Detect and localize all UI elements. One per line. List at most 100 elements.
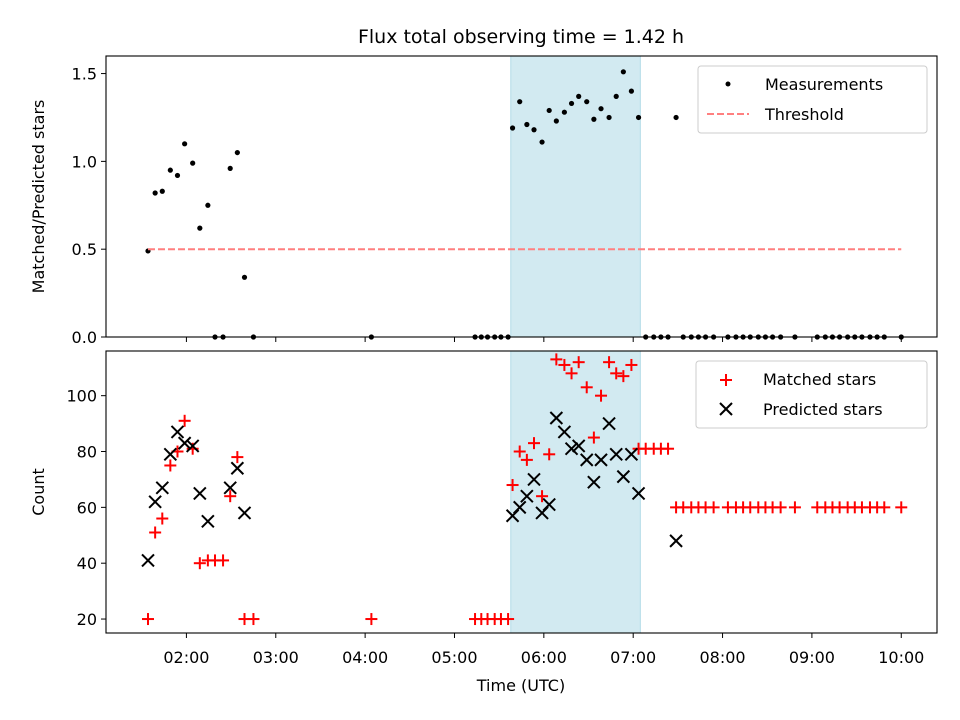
count-axis-ticks: 02:00 03:00 04:00 05:00 06:00 07:00 08:00 09:00… (66, 387, 924, 667)
predicted-star-point (155, 481, 170, 495)
predicted-star-point (602, 416, 616, 431)
predicted-star-point (527, 472, 541, 487)
matched-star-point (565, 367, 578, 380)
predicted-star-stroke-b (549, 411, 564, 425)
predicted-star-point (557, 425, 572, 439)
matched-star-point (603, 356, 616, 369)
matched-star-point (217, 554, 230, 567)
predicted-star-stroke-b (624, 447, 639, 462)
predicted-star-point (177, 436, 192, 450)
matched-star-point (502, 613, 515, 626)
measurement-point (227, 165, 233, 171)
predicted-star-stroke-b (580, 453, 594, 467)
predicted-star-point (571, 439, 586, 453)
predicted-star-stroke-b (185, 439, 200, 453)
matched-star-point (572, 356, 585, 369)
matched-star-point (178, 414, 191, 427)
predicted-star-point (223, 481, 237, 495)
matched-star-point (587, 431, 600, 444)
measurement-point (524, 121, 530, 128)
count-axes-frame (105, 350, 938, 634)
matched-star-point (662, 442, 675, 455)
predicted-star-stroke-b (155, 481, 170, 495)
y-tick-label: 1.5 (72, 65, 97, 84)
matched-star-point (543, 448, 556, 461)
x-tick-label: 08:00 (699, 648, 745, 667)
measurement-point (509, 125, 516, 131)
predicted-star-stroke-b (193, 486, 207, 501)
predicted-star-point (163, 447, 178, 462)
predicted-stars-legend-marker (719, 402, 733, 416)
predicted-star-point (549, 411, 564, 425)
y-tick-label: 100 (66, 387, 97, 406)
predicted-stars-legend-label: Predicted stars (763, 400, 883, 419)
matched-star-point (788, 501, 801, 514)
ratio-panel: 0.0 0.5 1.0 1.5 Matched/Predicted stars Mea… (29, 55, 938, 347)
predicted-star-stroke-b (564, 442, 579, 456)
predicted-star-stroke-b (571, 439, 586, 453)
predicted-star-stroke-b (527, 472, 541, 487)
predicted-star-point (669, 534, 683, 548)
matched-star-point (707, 501, 720, 514)
matched-star-point (550, 353, 563, 366)
matched-star-point (156, 512, 169, 525)
matched-star-point (625, 358, 638, 371)
chart-title: Flux total observing time = 1.42 h (358, 26, 684, 48)
predicted-star-stroke-b (609, 447, 623, 462)
measurement-point (553, 118, 559, 124)
count-panel: 02:00 03:00 04:00 05:00 06:00 07:00 08:00 09:00… (29, 350, 938, 667)
predicted-star-point (201, 514, 215, 529)
predicted-star-point (594, 453, 608, 467)
predicted-star-stroke-b (594, 453, 608, 467)
predicted-star-stroke-b (669, 534, 683, 548)
x-tick-label: 03:00 (253, 648, 299, 667)
measurement-point (673, 114, 679, 121)
predicted-star-stroke-b (170, 425, 185, 439)
measurements-legend-label: Measurements (765, 75, 883, 94)
predicted-star-stroke-b (141, 553, 155, 568)
measurement-point (591, 116, 597, 122)
highlight-span-top (510, 55, 641, 338)
y-tick-label: 40 (77, 554, 97, 573)
measurement-point (598, 106, 604, 112)
predicted-star-stroke-b (230, 461, 245, 475)
matched-star-point (774, 501, 787, 514)
matched-star-point (536, 490, 549, 503)
y-tick-label: 20 (77, 610, 97, 629)
measurement-point (531, 127, 537, 133)
predicted-star-point (513, 500, 527, 515)
matched-star-point (164, 459, 177, 472)
matched-star-point (528, 437, 541, 450)
ratio-legend: Measurements Threshold (697, 65, 928, 134)
measurement-point (241, 274, 248, 280)
x-tick-label: 09:00 (789, 648, 835, 667)
measurement-point (517, 99, 523, 105)
predicted-star-stroke-b (542, 497, 556, 512)
matched-star-point (513, 445, 526, 458)
matched-star-point (878, 501, 891, 514)
measurement-point (152, 190, 158, 196)
measurement-point (606, 114, 612, 121)
measurement-point (159, 188, 165, 194)
predicted-star-point (564, 442, 579, 456)
matched-star-point (365, 613, 378, 626)
measurements-legend-marker (725, 81, 731, 87)
x-tick-label: 07:00 (610, 648, 656, 667)
threshold-legend-label: Threshold (764, 105, 844, 124)
predicted-star-point (580, 453, 594, 467)
measurement-point (620, 69, 626, 75)
predicted-star-stroke-b (223, 481, 237, 495)
measurement-point (546, 107, 552, 114)
measurement-point (234, 149, 240, 156)
predicted-star-stroke-b (631, 486, 646, 501)
predicted-star-stroke-b (616, 469, 631, 484)
matched-stars-legend-marker (720, 374, 732, 386)
count-legend: Matched stars Predicted stars (695, 360, 928, 429)
predicted-star-point (170, 425, 185, 439)
predicted-star-point (230, 461, 245, 475)
predicted-star-stroke-b (513, 500, 527, 515)
predicted-star-point (587, 475, 601, 489)
measurement-point (635, 114, 642, 121)
matched-star-point (610, 367, 623, 380)
matched-star-point (193, 557, 206, 570)
